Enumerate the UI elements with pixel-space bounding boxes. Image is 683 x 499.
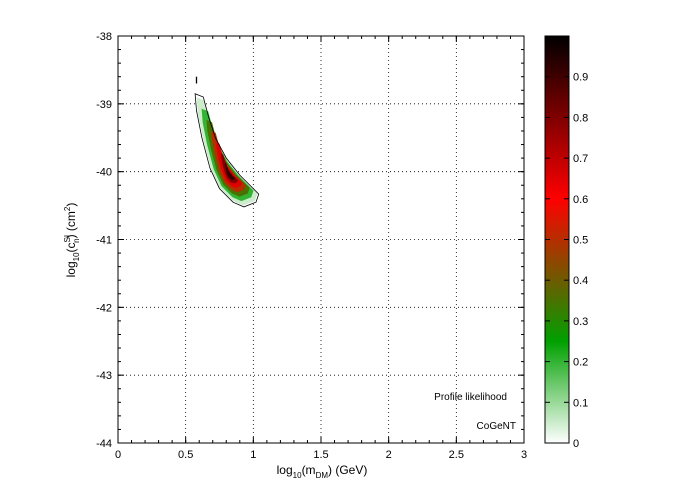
x-tick-label: 0.5 — [178, 449, 193, 461]
likelihood-band — [201, 108, 254, 202]
y-tick-label: -40 — [96, 167, 112, 179]
likelihood-band — [216, 142, 242, 188]
colorbar-tick-label: 0.4 — [573, 275, 588, 287]
colorbar-tick-label: 0.5 — [573, 235, 588, 247]
colorbar-tick-label: 0.7 — [573, 153, 588, 165]
likelihood-contour — [194, 93, 260, 208]
x-tick-label: 3 — [521, 449, 527, 461]
y-tick-label: -38 — [96, 31, 112, 43]
svg-text:log10(mDM) (GeV): log10(mDM) (GeV) — [277, 463, 368, 480]
x-tick-label: 1 — [250, 449, 256, 461]
y-axis-label: log10(cSIn) (cm2) — [63, 203, 81, 278]
colorbar-tick-label: 0.8 — [573, 112, 588, 124]
colorbar-tick-label: 0.6 — [573, 194, 588, 206]
likelihood-band — [196, 97, 258, 206]
likelihood-band — [211, 131, 246, 193]
plot-background — [118, 36, 524, 443]
colorbar-tick-label: 0.2 — [573, 357, 588, 369]
colorbar-tick-label: 0.1 — [573, 397, 588, 409]
y-tick-label: -39 — [96, 99, 112, 111]
likelihood-band — [224, 162, 235, 180]
y-tick-label: -42 — [96, 302, 112, 314]
colorbar-tick-label: 0.3 — [573, 316, 588, 328]
x-tick-label: 2 — [386, 449, 392, 461]
colorbar-tick-label: 0 — [573, 438, 579, 450]
plot-area: 0 0.5 1 1.5 2 2.5 3 -44 -43 -42 -41 -40 -39 -38 — [96, 31, 527, 461]
colorbar-tick-label: 0.9 — [573, 72, 588, 84]
x-tick-label: 0 — [115, 449, 121, 461]
x-tick-label: 1.5 — [313, 449, 328, 461]
likelihood-band — [206, 119, 250, 197]
likelihood-band — [221, 153, 238, 184]
y-tick-label: -44 — [96, 438, 112, 450]
x-tick-label: 2.5 — [449, 449, 464, 461]
annotation-cogent: CoGeNT — [477, 421, 516, 432]
annotation-profile-likelihood: Profile likelihood — [434, 392, 507, 403]
y-tick-label: -41 — [96, 235, 112, 247]
colorbar: 0 0.1 0.2 0.3 0.4 0.5 0.6 0.7 0.8 0.9 — [544, 35, 588, 450]
y-tick-label: -43 — [96, 370, 112, 382]
x-axis-label: log10(mDM) (GeV) — [277, 463, 368, 480]
svg-text:log10(cSIn) (cm2): log10(cSIn) (cm2) — [63, 203, 81, 278]
